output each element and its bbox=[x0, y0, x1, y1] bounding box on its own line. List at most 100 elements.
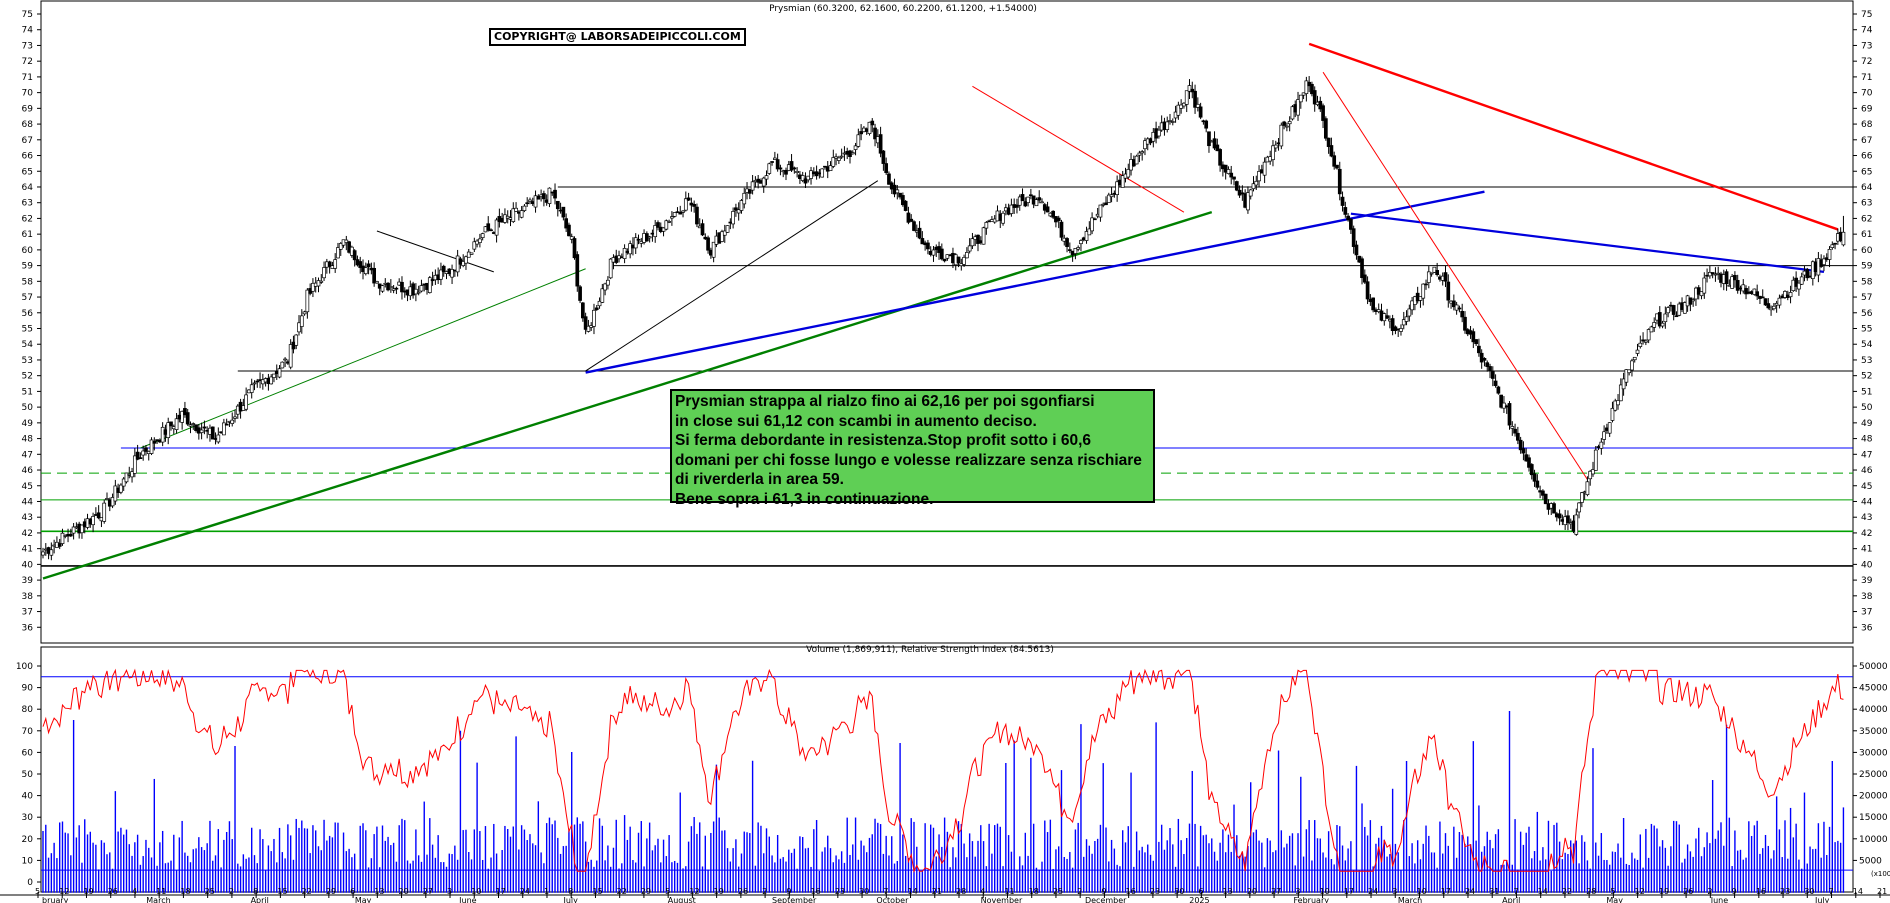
volume-tick-label: 50000 bbox=[1859, 662, 1888, 672]
month-label: April bbox=[1502, 896, 1520, 903]
candle-body bbox=[1744, 288, 1748, 295]
candle-body bbox=[1613, 400, 1618, 411]
candle-body bbox=[761, 177, 766, 187]
x-tick-label: 14 bbox=[1538, 887, 1548, 896]
candle-body bbox=[984, 222, 989, 229]
candle-body bbox=[1652, 322, 1657, 328]
candle-body bbox=[1248, 189, 1253, 197]
y-tick-label-right: 46 bbox=[1861, 466, 1873, 476]
y-tick-label-left: 60 bbox=[22, 246, 34, 256]
candle-body bbox=[152, 440, 157, 444]
candle-body bbox=[1212, 138, 1217, 149]
candle-body bbox=[784, 169, 788, 175]
candle-body bbox=[1699, 291, 1704, 297]
month-label: July bbox=[1814, 896, 1830, 903]
candle-body bbox=[1760, 296, 1765, 299]
x-tick-label: 12 bbox=[1635, 887, 1645, 896]
candle-body bbox=[1226, 169, 1231, 174]
y-tick-label-right: 37 bbox=[1861, 608, 1872, 618]
note-line: di riverderla in area 59. bbox=[675, 471, 844, 488]
y-tick-label-right: 53 bbox=[1861, 356, 1872, 366]
candle-body bbox=[561, 206, 566, 218]
candle-body bbox=[970, 238, 975, 247]
candle-body bbox=[1518, 439, 1523, 451]
candle-body bbox=[1223, 164, 1228, 173]
candle-body bbox=[49, 549, 54, 556]
rsi-tick-label: 30 bbox=[22, 813, 34, 823]
y-tick-label-right: 74 bbox=[1861, 26, 1873, 36]
candle-body bbox=[920, 238, 925, 245]
candle-body bbox=[327, 261, 332, 267]
candle-body bbox=[472, 241, 477, 250]
candle-body bbox=[867, 121, 872, 134]
y-tick-label-right: 58 bbox=[1861, 277, 1873, 287]
x-tick-label: 12 bbox=[59, 887, 69, 896]
candle-body bbox=[725, 225, 730, 233]
candle-body bbox=[1195, 103, 1200, 108]
candle-body bbox=[366, 263, 371, 268]
candle-body bbox=[1763, 298, 1768, 306]
y-tick-label-left: 68 bbox=[22, 120, 34, 130]
candle-body bbox=[419, 285, 424, 292]
candle-body bbox=[1340, 196, 1345, 206]
month-label: November bbox=[981, 896, 1023, 903]
rsi-tick-label: 90 bbox=[22, 684, 34, 694]
candle-body bbox=[486, 223, 491, 231]
candle-body bbox=[1198, 106, 1203, 118]
candle-body bbox=[185, 412, 190, 425]
candle-body bbox=[302, 311, 307, 315]
y-tick-label-left: 64 bbox=[22, 183, 34, 193]
x-tick-label: 30 bbox=[1804, 887, 1814, 896]
candle-body bbox=[358, 261, 363, 268]
candle-body bbox=[1454, 304, 1459, 311]
candle-body bbox=[1184, 90, 1189, 105]
candle-body bbox=[1040, 201, 1044, 204]
y-tick-label-left: 74 bbox=[22, 26, 34, 36]
rsi-tick-label: 70 bbox=[22, 727, 34, 737]
analysis-note: Prysmian strappa al rialzo fino ai 62,16… bbox=[670, 389, 1155, 508]
candle-body bbox=[764, 175, 769, 180]
candle-body bbox=[166, 422, 171, 438]
volume-tick-label: 20000 bbox=[1859, 792, 1888, 802]
candle-body bbox=[80, 524, 84, 534]
y-tick-label-left: 47 bbox=[22, 450, 33, 460]
y-tick-label-right: 50 bbox=[1861, 403, 1873, 413]
y-tick-label-left: 55 bbox=[22, 325, 33, 335]
candle-body bbox=[608, 258, 613, 279]
rsi-tick-label: 60 bbox=[22, 748, 34, 758]
y-tick-label-right: 62 bbox=[1861, 214, 1872, 224]
candle-body bbox=[742, 192, 747, 205]
note-line: Prysmian strappa al rialzo fino ai 62,16… bbox=[675, 393, 1095, 410]
candle-body bbox=[1529, 464, 1534, 476]
trend-line bbox=[376, 230, 494, 273]
x-tick-label: 5 bbox=[1610, 887, 1615, 896]
candle-body bbox=[522, 205, 527, 211]
candle-body bbox=[581, 302, 585, 319]
y-tick-label-left: 38 bbox=[22, 592, 34, 602]
y-tick-label-right: 64 bbox=[1861, 183, 1873, 193]
candle-body bbox=[494, 219, 499, 236]
note-line: domani per chi fosse lungo e volesse rea… bbox=[675, 451, 1142, 469]
candle-body bbox=[1552, 503, 1556, 514]
candle-body bbox=[299, 315, 304, 327]
y-tick-label-right: 36 bbox=[1861, 623, 1873, 633]
candle-body bbox=[695, 206, 699, 225]
y-tick-label-right: 61 bbox=[1861, 230, 1872, 240]
x-tick-label: 18 bbox=[1029, 887, 1039, 896]
candle-body bbox=[912, 221, 916, 231]
candle-body bbox=[1187, 85, 1192, 92]
y-tick-label-left: 63 bbox=[22, 199, 33, 209]
price-panel-frame bbox=[40, 0, 1854, 644]
candle-body bbox=[881, 150, 886, 164]
candle-body bbox=[1610, 407, 1615, 421]
candle-body bbox=[1051, 210, 1055, 218]
candle-body bbox=[1251, 183, 1256, 190]
month-label: bruary bbox=[42, 896, 69, 903]
volume-tick-label: 35000 bbox=[1859, 727, 1888, 737]
candle-body bbox=[1588, 470, 1593, 480]
candle-body bbox=[789, 161, 794, 171]
y-tick-label-left: 41 bbox=[22, 545, 33, 555]
candle-body bbox=[249, 384, 254, 393]
x-tick-label: 14 bbox=[1853, 887, 1863, 896]
copyright-label: COPYRIGHT@ LABORSADEIPICCOLI.COM bbox=[489, 28, 746, 46]
